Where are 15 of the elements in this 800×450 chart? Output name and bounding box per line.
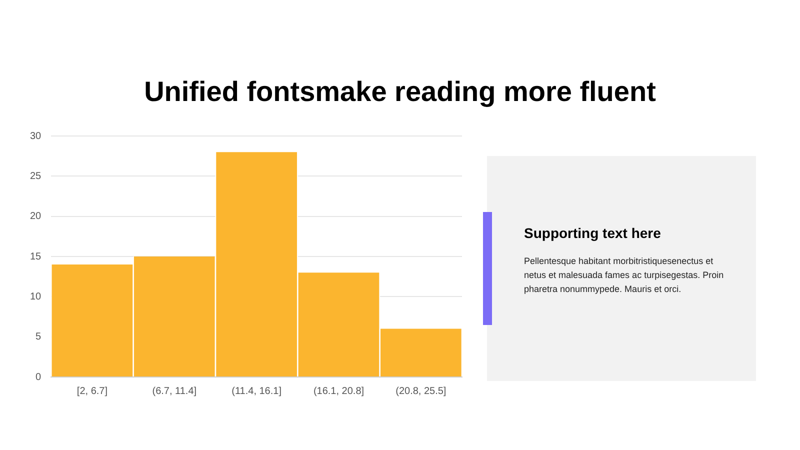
y-tick-label: 25 (30, 170, 42, 182)
x-tick-label: (6.7, 11.4] (152, 386, 197, 397)
y-tick-label: 5 (36, 332, 42, 343)
x-tick-label: [2, 6.7] (76, 386, 108, 397)
x-tick-label: (11.4, 16.1] (232, 386, 282, 397)
chart-title: Unified fontsmake reading more fluent (143, 76, 657, 108)
y-tick-label: 0 (36, 372, 42, 383)
x-tick-label: (20.8, 25.5] (396, 386, 446, 397)
y-tick-label: 10 (30, 291, 42, 302)
y-tick-label: 20 (30, 211, 42, 222)
y-tick-label: 30 (30, 130, 42, 142)
y-tick-label: 15 (30, 251, 42, 262)
x-tick-label: (16.1, 20.8] (313, 386, 364, 397)
text: Supporting text here (524, 225, 661, 241)
text: Pellentesque habitant morbitristiquesenectus et netus et malesuada fames ac turpisegestas. Proin pharetra nonummypede. Mauris et orci. (524, 255, 725, 296)
